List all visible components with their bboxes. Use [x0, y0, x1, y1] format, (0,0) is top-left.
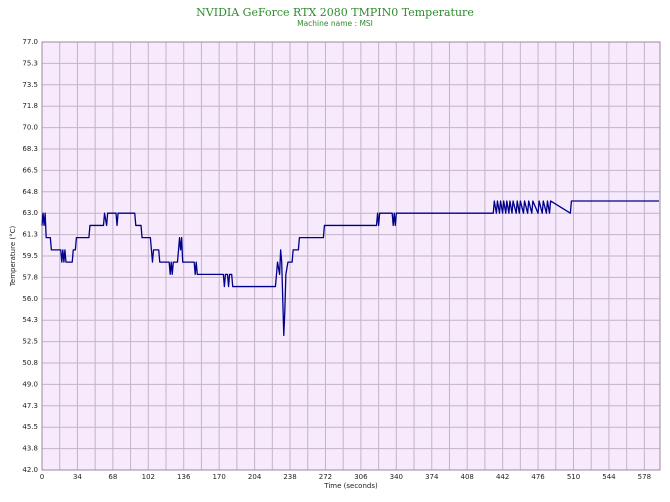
y-tick-label: 66.5 — [22, 166, 38, 174]
x-tick-label: 272 — [319, 473, 332, 481]
x-tick-label: 476 — [531, 473, 545, 481]
y-tick-label: 70.0 — [22, 124, 38, 132]
chart-subtitle: Machine name : MSI — [297, 19, 373, 28]
x-tick-label: 68 — [108, 473, 117, 481]
x-tick-label: 408 — [461, 473, 474, 481]
y-tick-label: 75.3 — [22, 59, 38, 67]
chart-title: NVIDIA GeForce RTX 2080 TMPIN0 Temperatu… — [196, 6, 474, 19]
y-tick-label: 54.3 — [22, 316, 38, 324]
y-tick-label: 63.0 — [22, 209, 38, 217]
y-tick-label: 77.0 — [22, 38, 38, 46]
x-tick-label: 238 — [283, 473, 296, 481]
y-tick-label: 52.5 — [22, 338, 38, 346]
y-axis-label: Temperature (°C) — [9, 226, 17, 288]
x-tick-label: 0 — [40, 473, 44, 481]
x-tick-label: 340 — [390, 473, 403, 481]
y-tick-label: 61.3 — [22, 231, 38, 239]
x-tick-label: 170 — [212, 473, 225, 481]
x-tick-label: 102 — [142, 473, 155, 481]
x-tick-label: 34 — [73, 473, 82, 481]
y-tick-label: 57.8 — [22, 273, 38, 281]
x-tick-label: 578 — [638, 473, 651, 481]
y-tick-label: 42.0 — [22, 466, 38, 474]
plot-border — [41, 41, 661, 471]
y-tick-label: 56.0 — [22, 295, 38, 303]
x-tick-label: 510 — [567, 473, 580, 481]
y-tick-label: 45.5 — [22, 423, 38, 431]
x-tick-label: 544 — [602, 473, 616, 481]
y-tick-label: 50.8 — [22, 359, 38, 367]
x-tick-label: 136 — [177, 473, 191, 481]
x-tick-label: 306 — [354, 473, 368, 481]
y-tick-label: 73.5 — [22, 81, 38, 89]
y-tick-label: 68.3 — [22, 145, 38, 153]
y-tick-label: 71.8 — [22, 102, 38, 110]
y-tick-label: 49.0 — [22, 380, 38, 388]
y-tick-label: 59.5 — [22, 252, 38, 260]
y-tick-label: 43.8 — [22, 445, 38, 453]
x-tick-label: 442 — [496, 473, 509, 481]
y-tick-label: 64.8 — [22, 188, 38, 196]
temperature-line — [41, 200, 659, 337]
x-tick-label: 374 — [425, 473, 439, 481]
x-tick-label: 204 — [248, 473, 262, 481]
x-axis-label: Time (seconds) — [323, 482, 378, 490]
y-tick-label: 47.3 — [22, 402, 38, 410]
